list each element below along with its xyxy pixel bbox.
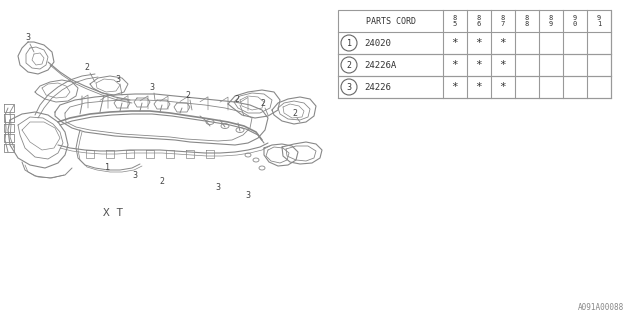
Circle shape <box>341 57 357 73</box>
Text: 8: 8 <box>525 21 529 27</box>
Text: 3: 3 <box>246 191 250 201</box>
Ellipse shape <box>245 153 251 157</box>
Text: *: * <box>476 38 483 48</box>
Text: 1: 1 <box>106 164 111 172</box>
Text: 5: 5 <box>453 21 457 27</box>
Text: *: * <box>476 60 483 70</box>
Text: 9: 9 <box>597 15 601 21</box>
Text: 3: 3 <box>26 34 31 43</box>
Ellipse shape <box>253 158 259 162</box>
Text: 1: 1 <box>346 38 351 47</box>
Text: 24226: 24226 <box>364 83 391 92</box>
Text: 3: 3 <box>150 84 154 92</box>
Text: 9: 9 <box>549 21 553 27</box>
Text: 2: 2 <box>186 92 191 100</box>
Text: 8: 8 <box>453 15 457 21</box>
Ellipse shape <box>236 127 244 132</box>
Ellipse shape <box>206 119 214 124</box>
Text: *: * <box>452 82 458 92</box>
Text: 1: 1 <box>597 21 601 27</box>
Text: 2: 2 <box>84 63 90 73</box>
Text: *: * <box>500 60 506 70</box>
Text: 8: 8 <box>549 15 553 21</box>
Text: 2: 2 <box>346 60 351 69</box>
Text: *: * <box>452 38 458 48</box>
Text: 2: 2 <box>159 177 164 186</box>
Text: 24020: 24020 <box>364 38 391 47</box>
Text: 3: 3 <box>216 183 221 193</box>
Text: A091A00088: A091A00088 <box>578 303 624 312</box>
Text: 3: 3 <box>115 75 120 84</box>
Circle shape <box>341 35 357 51</box>
Text: X T: X T <box>103 208 123 218</box>
Text: 7: 7 <box>501 21 505 27</box>
Text: *: * <box>500 82 506 92</box>
Circle shape <box>341 79 357 95</box>
Text: 3: 3 <box>346 83 351 92</box>
Text: *: * <box>500 38 506 48</box>
Text: PARTS CORD: PARTS CORD <box>365 17 415 26</box>
Text: 2: 2 <box>260 99 266 108</box>
Text: 8: 8 <box>501 15 505 21</box>
Text: 6: 6 <box>477 21 481 27</box>
Text: *: * <box>452 60 458 70</box>
Text: *: * <box>476 82 483 92</box>
Text: 24226A: 24226A <box>364 60 396 69</box>
Bar <box>338 10 611 98</box>
Text: 0: 0 <box>573 21 577 27</box>
Text: 8: 8 <box>525 15 529 21</box>
Text: 2: 2 <box>292 108 298 117</box>
Text: 2: 2 <box>234 95 239 105</box>
Ellipse shape <box>221 124 229 129</box>
Text: 8: 8 <box>477 15 481 21</box>
Text: 3: 3 <box>132 171 138 180</box>
Ellipse shape <box>259 166 265 170</box>
Text: 9: 9 <box>573 15 577 21</box>
